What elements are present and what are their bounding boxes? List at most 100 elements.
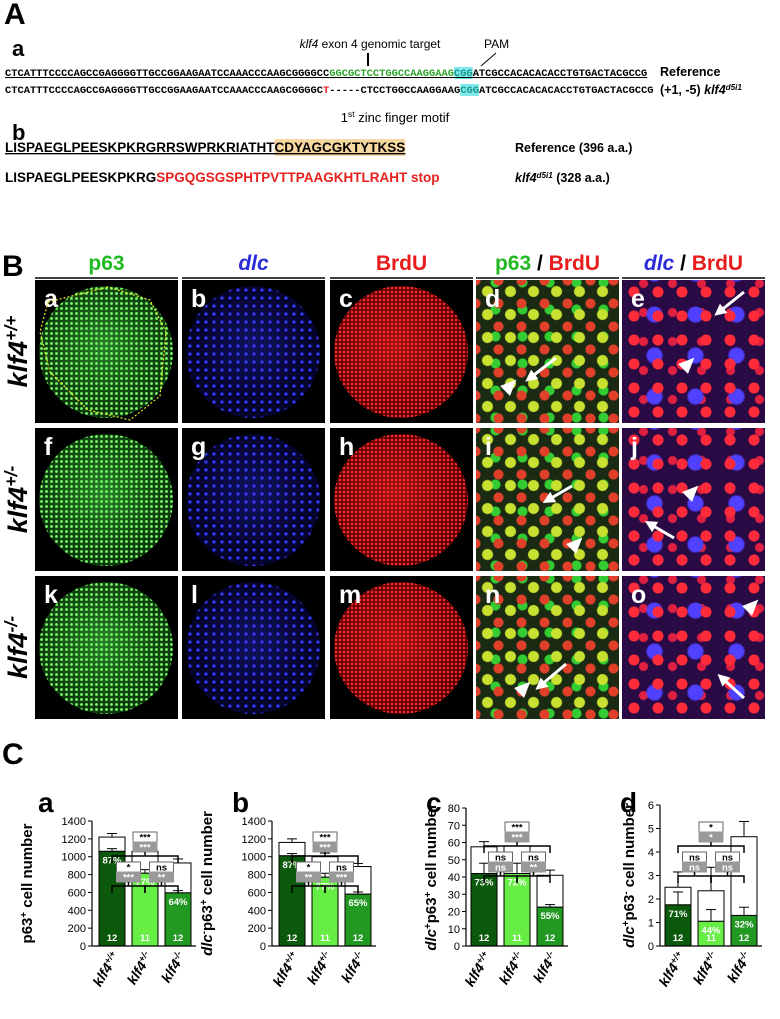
- bar-segment: [311, 876, 339, 947]
- n-label: 11: [706, 933, 717, 944]
- row-label: klf4-/-: [1, 616, 33, 679]
- text-segment: -----: [329, 85, 360, 97]
- category-gene: klf4: [724, 956, 750, 985]
- sequence-label: (+1, -5) klf4d5i1: [660, 83, 742, 98]
- panel-letter: l: [191, 581, 198, 609]
- highlight: [453, 67, 473, 79]
- text-segment: LISPAEGLPEESKPKRGRRSWPRKRIATHT: [5, 140, 275, 155]
- text-segment: +: [423, 891, 434, 897]
- y-tick-label: 40: [448, 872, 460, 884]
- arrow-head: [535, 677, 549, 690]
- significance-bracket: [483, 842, 551, 853]
- significance-label: **: [530, 863, 538, 874]
- text-segment: +/-: [1, 466, 21, 487]
- text-segment: d5i1: [537, 171, 554, 180]
- y-tick-label: 0: [454, 941, 460, 953]
- percent-label: 65%: [348, 898, 368, 909]
- percent-label: 55%: [540, 911, 560, 922]
- y-tick-label: 20: [448, 907, 460, 919]
- region-outline: [39, 286, 167, 421]
- micrograph: [182, 280, 325, 423]
- text-segment: st: [348, 109, 355, 119]
- panel-letter: h: [339, 433, 354, 461]
- embryo: [39, 434, 173, 566]
- section-label: C: [2, 738, 24, 771]
- x-tick-label: klf4+/+: [461, 949, 495, 990]
- text-segment: ATCGCCACACACACCTGTGACTACGCCG: [479, 85, 654, 97]
- embryo: [186, 582, 320, 714]
- text-segment: CDYAGCGKTYTKSS: [275, 140, 406, 155]
- text-segment: cell number: [19, 823, 36, 912]
- y-tick-label: 0: [648, 941, 654, 953]
- y-tick-label: 60: [448, 838, 460, 850]
- y-tick-label: 200: [248, 923, 266, 935]
- arrowhead-marker: [678, 357, 695, 374]
- significance-bracket: [144, 882, 179, 893]
- protein-label: Reference (396 a.a.): [515, 141, 632, 155]
- micrograph: [35, 428, 178, 571]
- arrow-head: [717, 673, 731, 687]
- text-segment: CTCATTTCCCCAGCCGAGGGGTTGCCGGAAGAATCCAAAC…: [5, 85, 323, 97]
- panel-letter: n: [485, 581, 500, 609]
- text-segment: dlc: [423, 928, 440, 950]
- y-tick-label: 400: [68, 905, 86, 917]
- significance-label: ns: [495, 853, 506, 864]
- embryo: [334, 582, 468, 714]
- y-tick-label: 600: [248, 887, 266, 899]
- significance-label: *: [307, 863, 311, 874]
- panel-letter: e: [631, 285, 645, 313]
- text-segment: GGCGCTCCTGGCCAAGGAAG: [329, 68, 454, 80]
- category-gene: klf4: [530, 956, 556, 985]
- significance-label: ***: [319, 833, 330, 844]
- arrowhead-marker: [682, 485, 699, 502]
- y-tick-label: 1400: [242, 816, 266, 828]
- percent-label: 87%: [282, 860, 302, 871]
- text-segment: BrdU: [549, 252, 600, 275]
- percent-label: 44%: [701, 925, 721, 936]
- panel-letter: f: [44, 433, 53, 461]
- protein-label: klf4d5i1 (328 a.a.): [515, 171, 610, 186]
- percent-label: 71%: [668, 909, 688, 920]
- panel-letter: g: [191, 433, 206, 461]
- micrograph: [35, 576, 178, 719]
- category-gene: klf4: [689, 958, 715, 987]
- x-tick-label: klf4-/-: [158, 949, 189, 985]
- n-label: 12: [739, 933, 750, 944]
- panel-letter: m: [339, 581, 361, 609]
- y-tick-label: 30: [448, 889, 460, 901]
- significance-label: ns: [336, 863, 347, 874]
- column-header: dlc: [238, 252, 269, 275]
- text-segment: cell number: [621, 803, 638, 892]
- significance-label: **: [158, 873, 166, 884]
- text-segment: p63: [19, 918, 36, 944]
- panel-label: d: [620, 787, 637, 818]
- category-gene: klf4: [303, 958, 329, 987]
- panel-label: c: [426, 787, 442, 818]
- highlight: [460, 84, 479, 96]
- significance-label: ***: [139, 843, 150, 854]
- significance-label: ns: [156, 863, 167, 874]
- percent-label: 72%: [507, 878, 527, 889]
- micrograph: [182, 428, 325, 571]
- y-tick-label: 1000: [242, 852, 266, 864]
- row-label: klf4+/+: [1, 316, 33, 388]
- significance-label: ns: [528, 853, 539, 864]
- text-segment: BrdU: [376, 252, 427, 275]
- column-header: BrdU: [376, 252, 427, 275]
- pam-pointer: [480, 52, 497, 67]
- panel-label: b: [232, 787, 249, 818]
- text-segment: (328 a.a.): [553, 171, 610, 185]
- category-gene: klf4: [269, 960, 295, 989]
- category-genotype: +/-: [316, 949, 330, 964]
- panel-letter: k: [44, 581, 58, 609]
- text-segment: CGG: [454, 68, 473, 80]
- panel-letter: d: [485, 285, 500, 313]
- sequence-label: Reference: [660, 65, 720, 79]
- significance-label: ns: [689, 863, 700, 874]
- y-tick-label: 1200: [62, 834, 86, 846]
- significance-label: **: [305, 873, 313, 884]
- micrograph: [182, 576, 325, 719]
- text-segment: klf4: [3, 633, 33, 680]
